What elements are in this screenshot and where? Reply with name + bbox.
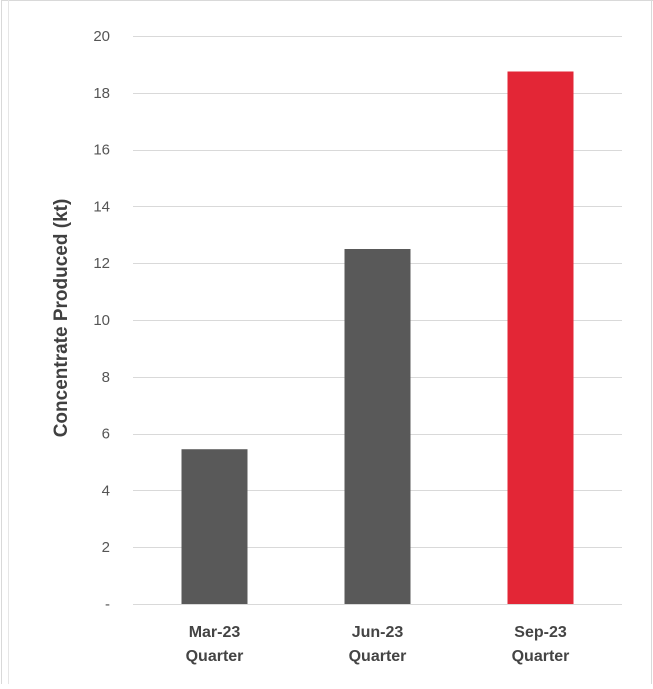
x-tick-label: Quarter: [512, 648, 570, 665]
y-tick-label: 14: [93, 198, 110, 215]
x-tick-labels: Mar-23 Quarter Jun-23 Quarter Sep-23 Quarter: [186, 624, 570, 665]
bar-jun-23: [344, 249, 411, 604]
y-tick-label: 8: [102, 369, 110, 386]
bar-sep-23: [507, 71, 574, 604]
y-tick-label: 20: [93, 28, 110, 45]
y-tick-label: -: [105, 596, 110, 613]
x-tick-label: Sep-23: [514, 624, 567, 641]
bar-mar-23: [181, 449, 248, 604]
x-tick-label: Jun-23: [352, 624, 404, 641]
y-tick-labels: - 2 4 6 8 10 12 14 16 18 20: [93, 28, 110, 613]
y-tick-label: 12: [93, 255, 110, 272]
x-tick-label: Quarter: [349, 648, 407, 665]
y-tick-label: 6: [102, 426, 110, 443]
y-tick-label: 2: [102, 539, 110, 556]
y-tick-label: 16: [93, 142, 110, 159]
y-tick-label: 10: [93, 312, 110, 329]
bars: [181, 71, 574, 604]
x-tick-label: Quarter: [186, 648, 244, 665]
y-axis-label: Concentrate Produced (kt): [51, 199, 72, 438]
y-tick-label: 4: [102, 482, 110, 499]
x-tick-label: Mar-23: [189, 624, 241, 641]
y-tick-label: 18: [93, 85, 110, 102]
